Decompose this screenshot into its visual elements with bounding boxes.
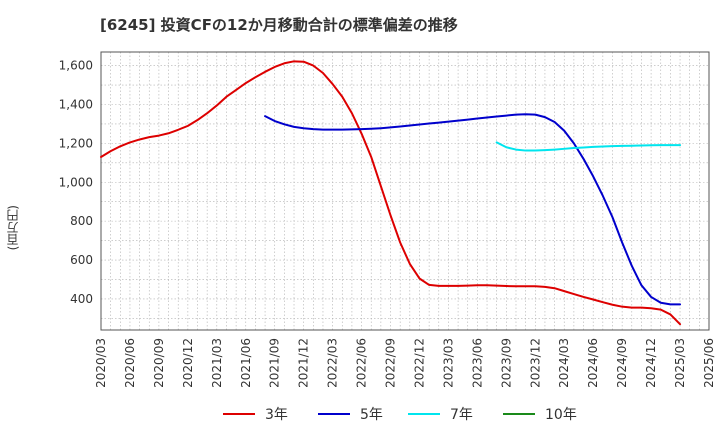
y-tick-label: 1,200 [59, 136, 93, 150]
x-tick-label: 2024/03 [557, 338, 571, 388]
x-tick-label: 2021/09 [268, 338, 282, 388]
x-tick-label: 2020/06 [123, 338, 137, 388]
x-tick-label: 2025/06 [702, 338, 716, 388]
chart-title: [6245] 投資CFの12か月移動合計の標準偏差の推移 [100, 16, 458, 34]
x-tick-label: 2022/06 [355, 338, 369, 388]
x-tick-label: 2023/06 [470, 338, 484, 388]
y-tick-label: 400 [70, 292, 93, 306]
plot-frame [100, 51, 710, 331]
x-tick-label: 2024/09 [615, 338, 629, 388]
x-tick-label: 2020/09 [152, 338, 166, 388]
y-tick-labels: 400 600 800 1,000 1,200 1,400 1,600 [59, 59, 93, 306]
x-tick-label: 2021/03 [210, 338, 224, 388]
y-tick-label: 1,000 [59, 175, 93, 189]
x-tick-label: 2022/09 [384, 338, 398, 388]
x-tick-label: 2022/03 [326, 338, 340, 388]
x-tick-label: 2023/12 [528, 338, 542, 388]
y-tick-label: 600 [70, 253, 93, 267]
series-line-5年 [264, 113, 682, 306]
x-tick-label: 2025/03 [673, 338, 687, 388]
legend-label: 5年 [360, 407, 383, 423]
y-tick-label: 800 [70, 214, 93, 228]
y-tick-label: 1,400 [59, 97, 93, 111]
legend-label: 7年 [450, 407, 473, 423]
x-tick-label: 2021/12 [297, 338, 311, 388]
legend: 3年 5年 7年 10年 [223, 407, 577, 423]
x-tick-label: 2024/12 [644, 338, 658, 388]
x-tick-label: 2023/09 [499, 338, 513, 388]
plot-area [100, 51, 710, 331]
legend-label: 10年 [545, 407, 577, 423]
x-tick-label: 2020/03 [94, 338, 108, 388]
x-tick-label: 2024/06 [586, 338, 600, 388]
x-tick-labels: 2020/03 2020/06 2020/09 2020/12 2021/03 2021/… [94, 338, 716, 388]
series-line-7年 [495, 141, 682, 152]
y-tick-label: 1,600 [59, 59, 93, 73]
x-tick-label: 2022/12 [412, 338, 426, 388]
series-line-3年 [100, 60, 682, 326]
legend-label: 3年 [265, 407, 288, 423]
grid-lines [100, 52, 710, 330]
series-layer [100, 60, 682, 326]
x-tick-label: 2021/06 [239, 338, 253, 388]
x-tick-label: 2020/12 [181, 338, 195, 388]
x-tick-label: 2023/03 [441, 338, 455, 388]
